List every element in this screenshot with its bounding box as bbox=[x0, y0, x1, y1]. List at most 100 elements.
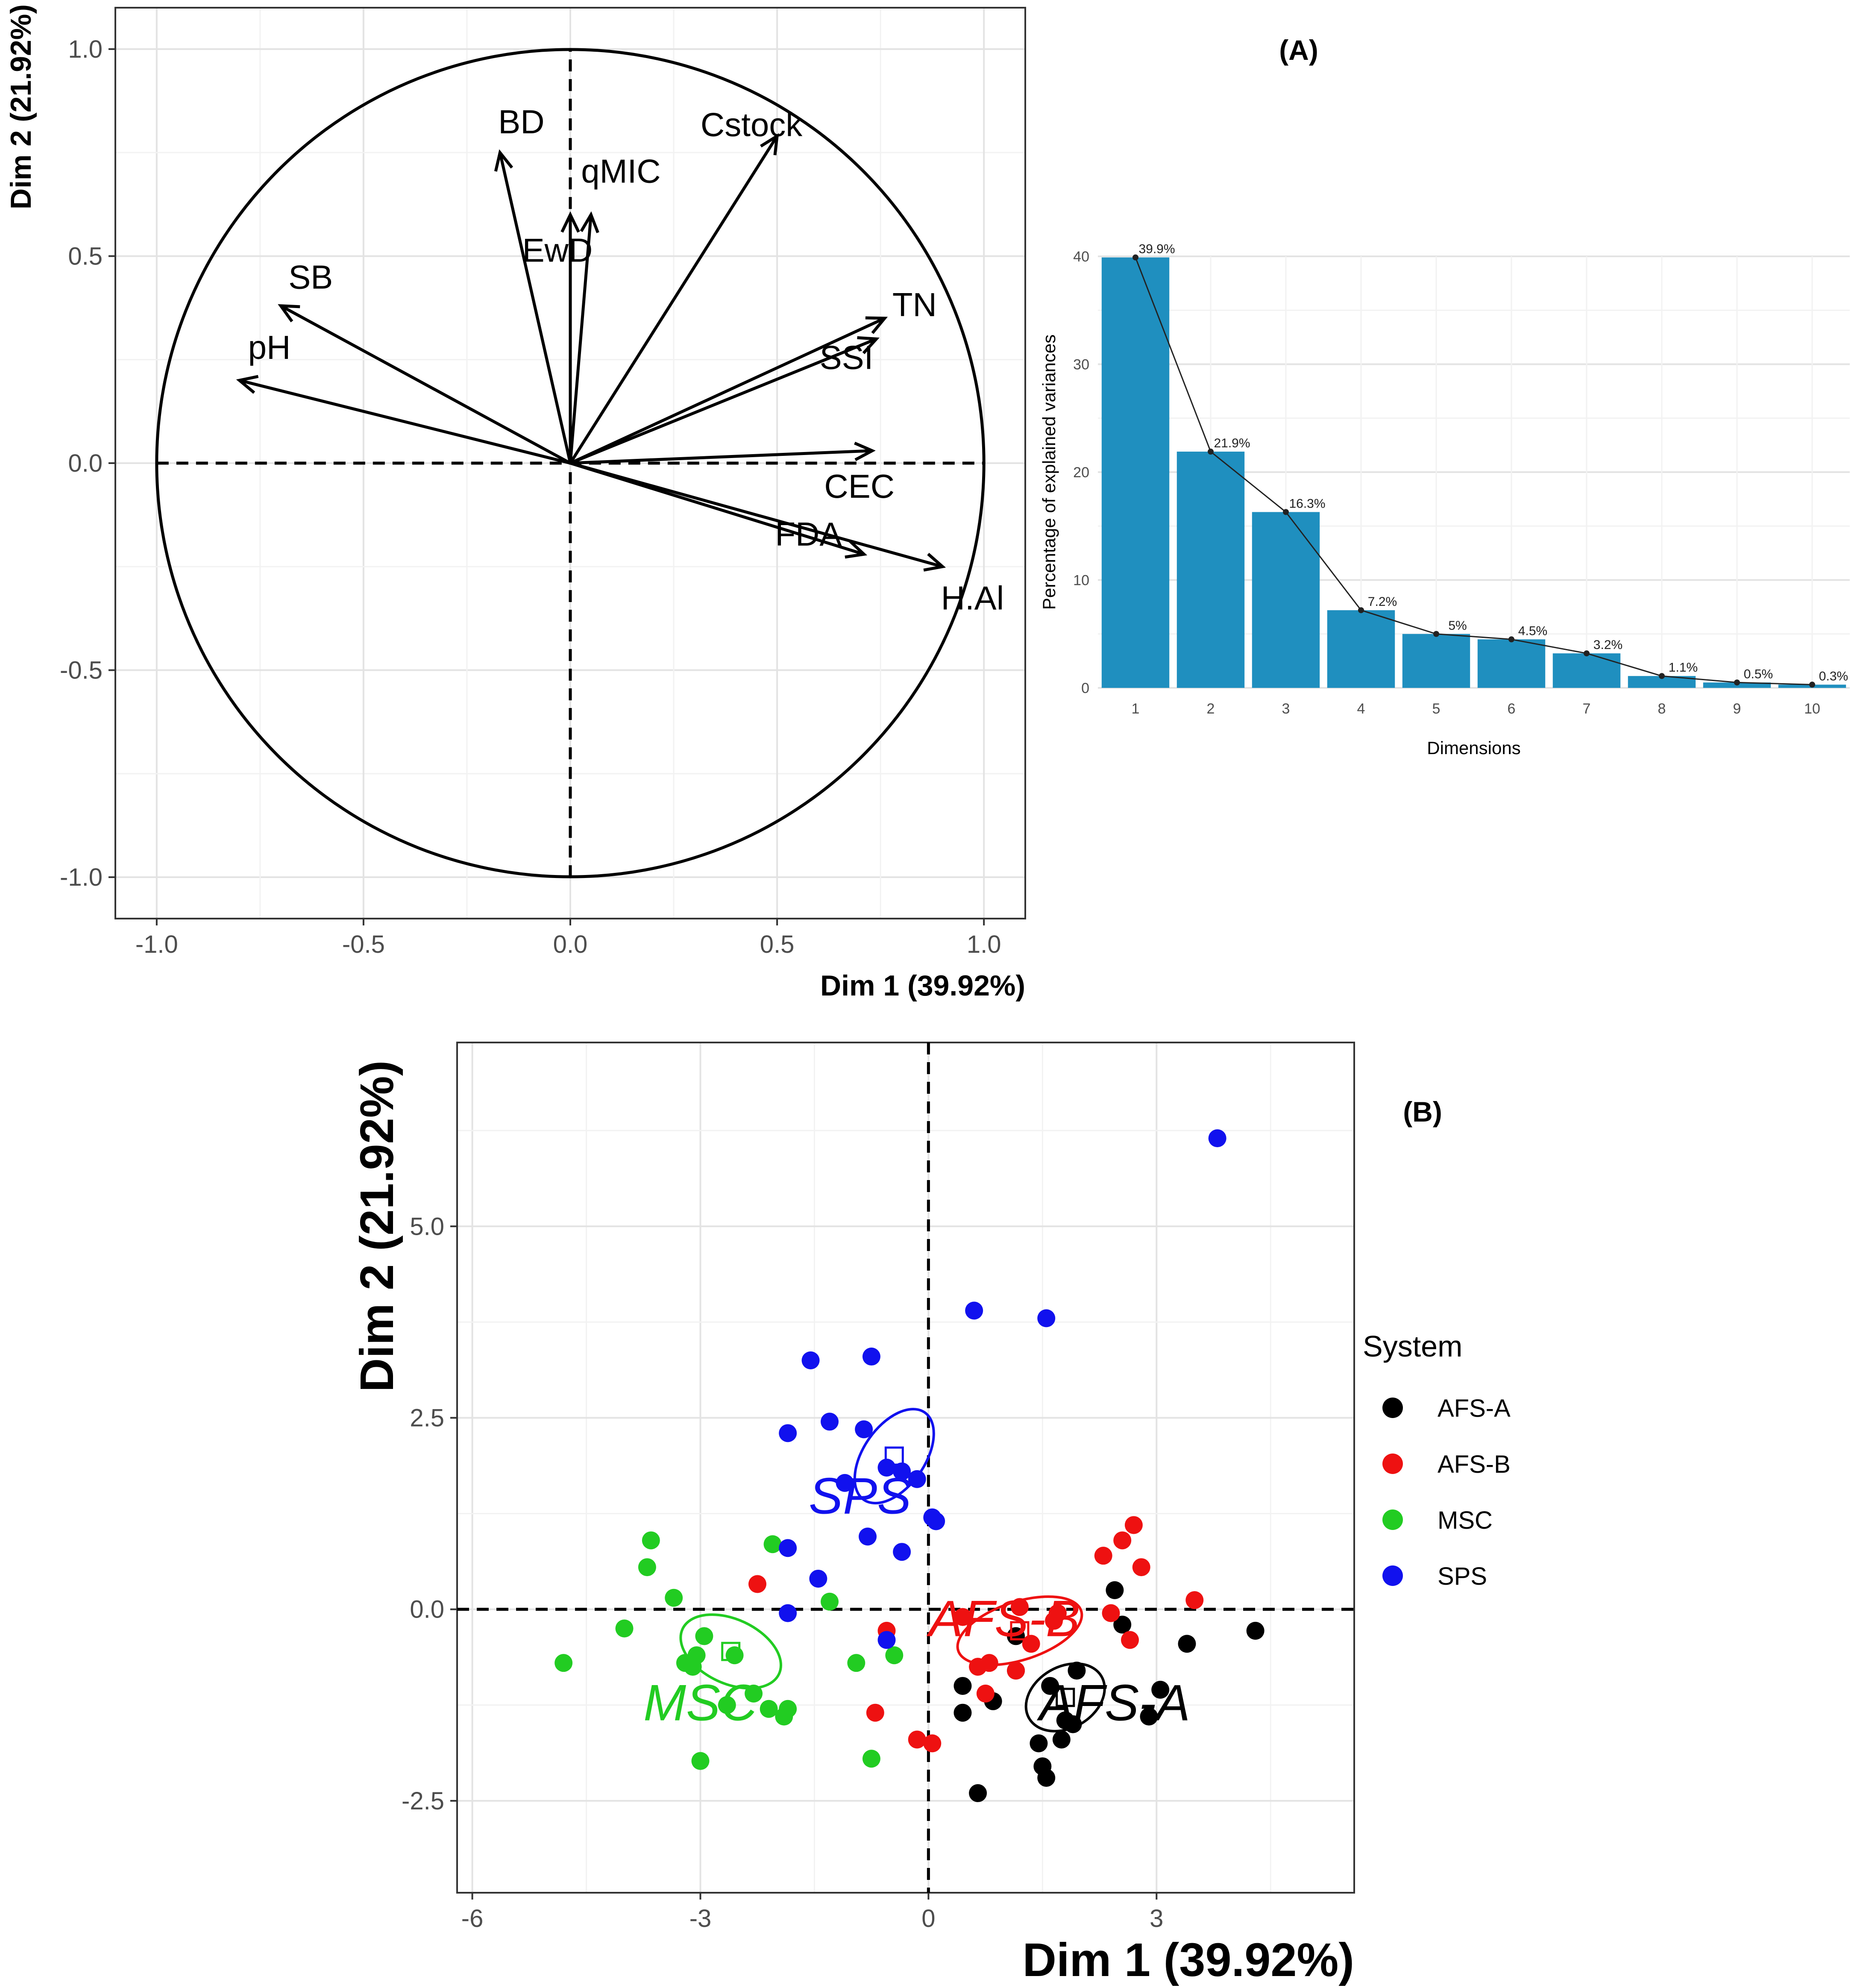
point-afs-b bbox=[1048, 1604, 1067, 1622]
scree-line bbox=[1135, 257, 1813, 685]
x-tick-label: 0.0 bbox=[553, 931, 588, 958]
ellipse-msc bbox=[679, 1613, 782, 1690]
legend-key-msc bbox=[1382, 1509, 1403, 1530]
point-sps bbox=[779, 1424, 797, 1442]
scree-bar-1 bbox=[1101, 257, 1170, 688]
y-tick-label: 0.0 bbox=[68, 449, 103, 477]
scree-x-tick-label: 8 bbox=[1658, 701, 1666, 717]
point-afs-a bbox=[1140, 1707, 1158, 1726]
point-msc bbox=[665, 1589, 683, 1607]
scree-bar-6 bbox=[1477, 639, 1546, 688]
variable-label-sb: SB bbox=[288, 258, 333, 296]
point-msc bbox=[885, 1646, 904, 1665]
point-msc bbox=[760, 1700, 778, 1718]
variable-label-ssi: SSI bbox=[820, 338, 874, 376]
point-afs-a bbox=[1052, 1730, 1071, 1749]
scree-y-axis-title: Percentage of explained variances bbox=[1039, 335, 1059, 610]
point-afs-a bbox=[1106, 1581, 1124, 1599]
point-afs-b bbox=[1124, 1516, 1143, 1534]
point-afs-a bbox=[1113, 1615, 1132, 1634]
scree-point bbox=[1132, 254, 1138, 261]
x-tick-label: -3 bbox=[689, 1905, 712, 1932]
legend-key-sps bbox=[1382, 1565, 1403, 1586]
point-afs-a bbox=[1068, 1662, 1086, 1680]
point-afs-b bbox=[1007, 1662, 1025, 1680]
point-msc bbox=[763, 1535, 782, 1553]
point-sps bbox=[1208, 1129, 1226, 1148]
point-afs-b bbox=[1185, 1591, 1204, 1609]
point-afs-b bbox=[1132, 1558, 1150, 1577]
point-msc bbox=[779, 1700, 797, 1718]
arrow-qmic bbox=[569, 214, 593, 464]
x-tick-label: -1.0 bbox=[135, 931, 178, 958]
scree-x-tick-label: 3 bbox=[1282, 701, 1290, 717]
arrow-tn bbox=[569, 317, 886, 465]
scree-point bbox=[1433, 631, 1439, 637]
scree-x-tick-label: 2 bbox=[1207, 701, 1215, 717]
scree-value-label: 0.5% bbox=[1744, 667, 1773, 681]
point-sps bbox=[877, 1631, 896, 1649]
point-msc bbox=[684, 1658, 702, 1676]
scree-y-tick-label: 10 bbox=[1073, 573, 1089, 589]
arrowhead-qmic bbox=[580, 211, 599, 233]
x-tick-label: -0.5 bbox=[342, 931, 385, 958]
scree-value-label: 4.5% bbox=[1518, 624, 1547, 638]
point-sps bbox=[1037, 1309, 1056, 1327]
y-tick-label: 0.5 bbox=[68, 242, 103, 270]
arrowhead-cec bbox=[854, 441, 876, 461]
panel-border bbox=[456, 1042, 1355, 1894]
point-sps bbox=[779, 1604, 797, 1622]
scree-x-tick-label: 1 bbox=[1132, 701, 1140, 717]
point-msc bbox=[862, 1750, 880, 1768]
point-afs-b bbox=[954, 1608, 972, 1626]
point-msc bbox=[642, 1531, 660, 1550]
panel-label-b: (B) bbox=[1403, 1096, 1442, 1128]
arrowhead-sb bbox=[278, 304, 300, 323]
x-tick-label: 0 bbox=[921, 1905, 935, 1932]
centroid-msc bbox=[721, 1641, 741, 1661]
arrowhead-ph bbox=[236, 375, 259, 394]
variable-label-tn: TN bbox=[892, 286, 937, 323]
ellipse-sps bbox=[853, 1408, 935, 1505]
point-sps bbox=[927, 1512, 945, 1530]
point-afs-b bbox=[1121, 1631, 1139, 1649]
arrowhead-bd bbox=[494, 149, 513, 172]
scree-bar-2 bbox=[1176, 452, 1245, 688]
group-label-sps: SPS bbox=[809, 1468, 911, 1525]
ellipse-afs-a bbox=[1024, 1662, 1106, 1733]
point-afs-a bbox=[1041, 1677, 1059, 1695]
arrow-fda bbox=[569, 461, 865, 556]
x-tick-label: 0.5 bbox=[760, 931, 795, 958]
scree-point bbox=[1508, 636, 1514, 643]
arrowhead-fda bbox=[845, 540, 868, 559]
y-axis-title: Dim 2 (21.92%) bbox=[351, 1060, 403, 1392]
scree-bar-4 bbox=[1327, 610, 1395, 688]
scree-value-label: 3.2% bbox=[1593, 638, 1622, 652]
y-tick-label: 5.0 bbox=[410, 1213, 444, 1240]
scree-point bbox=[1734, 679, 1740, 686]
variable-label-ph: pH bbox=[248, 329, 291, 366]
scree-value-label: 39.9% bbox=[1138, 242, 1175, 256]
x-tick-label: -6 bbox=[461, 1905, 484, 1932]
scree-y-tick-label: 0 bbox=[1081, 680, 1089, 696]
point-sps bbox=[779, 1539, 797, 1557]
point-sps bbox=[855, 1420, 873, 1439]
legend-title: System bbox=[1363, 1330, 1462, 1363]
scree-point bbox=[1809, 681, 1815, 688]
point-msc bbox=[615, 1619, 634, 1638]
legend-label-msc: MSC bbox=[1438, 1506, 1493, 1534]
ellipse-afs-b bbox=[956, 1595, 1083, 1666]
scree-value-label: 0.3% bbox=[1819, 669, 1848, 683]
scree-point bbox=[1584, 650, 1590, 657]
scree-point bbox=[1358, 607, 1364, 614]
x-axis-title: Dim 1 (39.92%) bbox=[820, 969, 1025, 1002]
x-axis-title: Dim 1 (39.92%) bbox=[1023, 1934, 1354, 1986]
scree-bar-5 bbox=[1402, 634, 1470, 688]
arrow-ssi bbox=[569, 338, 877, 465]
arrow-cstock bbox=[569, 135, 779, 464]
scree-x-axis-title: Dimensions bbox=[1427, 738, 1520, 758]
individuals-factor-map: -6 -3 0 3 -2.5 0.0 2.5 5.0 AFS-A AFS-B MSC SPS Dim 1… bbox=[351, 1042, 1511, 1986]
point-sps bbox=[965, 1301, 983, 1320]
point-afs-b bbox=[980, 1654, 998, 1672]
legend-key-afs-a bbox=[1382, 1398, 1403, 1418]
